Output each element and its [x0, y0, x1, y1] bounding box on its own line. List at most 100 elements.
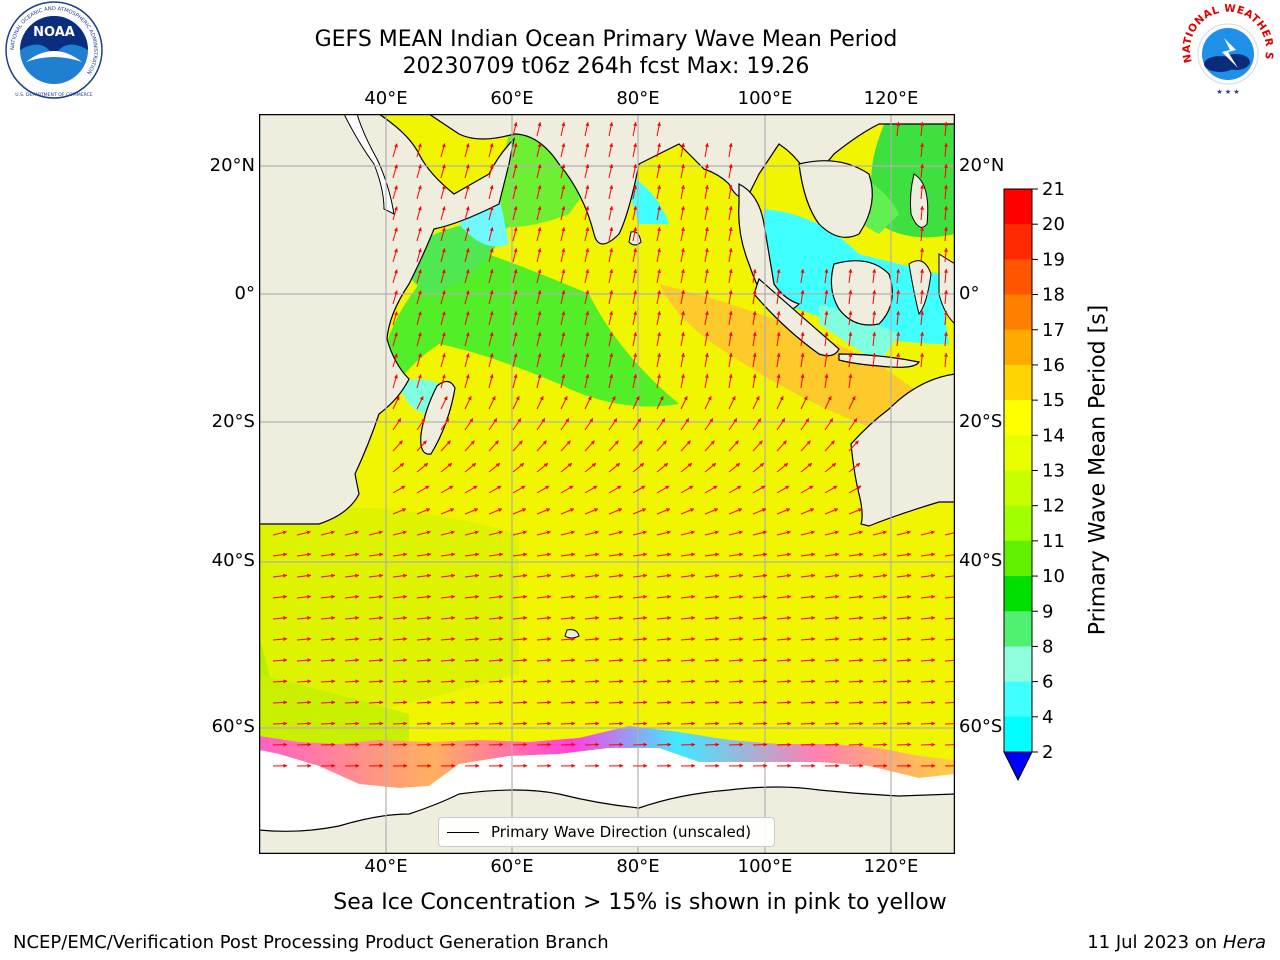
- wave-arrow: [416, 485, 430, 494]
- wave-arrow: [848, 615, 864, 620]
- wave-arrow: [320, 679, 336, 684]
- wave-arrow: [584, 352, 590, 368]
- wave-arrow: [392, 269, 398, 284]
- wave-arrow: [440, 206, 446, 221]
- wave-arrow: [632, 289, 638, 305]
- wave-arrow: [848, 658, 864, 663]
- wave-arrow: [464, 396, 472, 410]
- wave-arrow: [272, 637, 288, 642]
- wave-arrow: [943, 331, 948, 347]
- wave-arrow: [512, 615, 528, 620]
- wave-arrow: [440, 332, 446, 347]
- wave-arrow: [656, 289, 661, 305]
- wave-arrow: [584, 485, 598, 494]
- wave-arrow: [536, 679, 552, 684]
- wave-arrow: [392, 637, 408, 642]
- wave-arrow: [440, 700, 456, 705]
- wave-arrow: [584, 573, 600, 578]
- wave-arrow: [680, 184, 685, 200]
- wave-arrow: [800, 615, 816, 620]
- sumatra: [753, 277, 840, 357]
- wave-arrow: [632, 205, 638, 221]
- wave-arrow: [584, 226, 590, 242]
- wave-arrow: [488, 164, 494, 179]
- wave-arrow: [656, 142, 661, 158]
- wave-arrow: [464, 700, 480, 705]
- wave-arrow: [656, 226, 661, 242]
- wave-arrow: [320, 594, 336, 599]
- wave-arrow: [392, 508, 407, 515]
- wave-arrow: [416, 353, 422, 368]
- wave-arrow: [680, 247, 685, 263]
- wave-arrow: [920, 226, 925, 242]
- wave-arrow: [680, 658, 696, 663]
- wave-arrow: [560, 418, 570, 431]
- footer-date: 11 Jul 2023 on Hera: [1087, 932, 1266, 953]
- wave-arrow: [632, 485, 646, 494]
- wave-arrow: [656, 310, 661, 326]
- wave-arrow: [752, 700, 768, 705]
- wave-arrow: [512, 206, 518, 221]
- wave-arrow: [488, 269, 494, 284]
- wave-arrow: [512, 552, 528, 557]
- wave-arrow: [560, 485, 574, 494]
- wave-arrow: [560, 143, 566, 158]
- colorbar-tick-label: 6: [1042, 672, 1053, 693]
- wave-arrow: [344, 679, 360, 684]
- colorbar-tick-label: 15: [1042, 390, 1065, 411]
- wave-arrow: [608, 679, 624, 684]
- wave-arrow: [920, 615, 936, 620]
- wave-arrow: [440, 418, 450, 431]
- wave-arrow: [680, 508, 695, 515]
- wave-arrow: [560, 353, 566, 368]
- wave-arrow: [632, 742, 648, 747]
- wave-arrow: [296, 530, 311, 536]
- wave-arrow: [584, 205, 590, 221]
- svg-text:U.S. DEPARTMENT OF COMMERCE: U.S. DEPARTMENT OF COMMERCE: [15, 92, 92, 98]
- wave-arrow: [656, 373, 661, 389]
- wave-arrow: [872, 615, 888, 620]
- wave-arrow: [800, 700, 816, 705]
- wave-arrow: [704, 594, 720, 599]
- wave-arrow: [680, 594, 696, 599]
- wave-arrow: [488, 615, 504, 620]
- wave-arrow: [608, 310, 614, 326]
- wave-arrow: [560, 530, 575, 536]
- wave-arrow: [776, 594, 792, 599]
- map-gridlines: [259, 114, 955, 854]
- wave-arrow: [320, 742, 336, 747]
- wave-arrow: [800, 331, 805, 347]
- wave-arrow: [392, 658, 408, 663]
- wave-arrow: [584, 396, 592, 410]
- wave-arrow: [776, 373, 781, 389]
- wave-arrow: [824, 742, 840, 747]
- wave-arrow: [704, 637, 720, 642]
- wave-arrow: [800, 418, 810, 431]
- wave-arrow: [416, 679, 432, 684]
- wave-arrow: [704, 184, 709, 200]
- wave-arrow: [392, 462, 405, 473]
- wave-arrow: [632, 462, 645, 473]
- wave-arrow: [392, 396, 400, 410]
- wave-arrow: [608, 163, 614, 179]
- wave-arrow: [584, 373, 590, 389]
- wave-arrow: [920, 352, 925, 368]
- wave-arrow: [848, 508, 863, 515]
- wave-arrow: [920, 289, 925, 305]
- wave-arrow: [608, 352, 614, 368]
- wave-arrow: [896, 721, 912, 726]
- wave-arrow: [584, 462, 597, 473]
- wave-arrow: [656, 163, 661, 179]
- wave-arrow: [680, 289, 685, 305]
- footer-credit: NCEP/EMC/Verification Post Processing Pr…: [13, 932, 609, 953]
- wave-arrow: [584, 331, 590, 347]
- wave-arrow: [728, 352, 733, 368]
- wave-arrow: [488, 418, 498, 431]
- wave-arrow: [608, 418, 618, 431]
- colorbar-tick-label: 12: [1042, 496, 1065, 517]
- wave-arrow: [776, 418, 786, 431]
- wave-arrow: [608, 700, 624, 705]
- wave-arrow: [656, 352, 661, 368]
- wave-arrow: [776, 310, 781, 326]
- wave-arrow: [488, 248, 494, 263]
